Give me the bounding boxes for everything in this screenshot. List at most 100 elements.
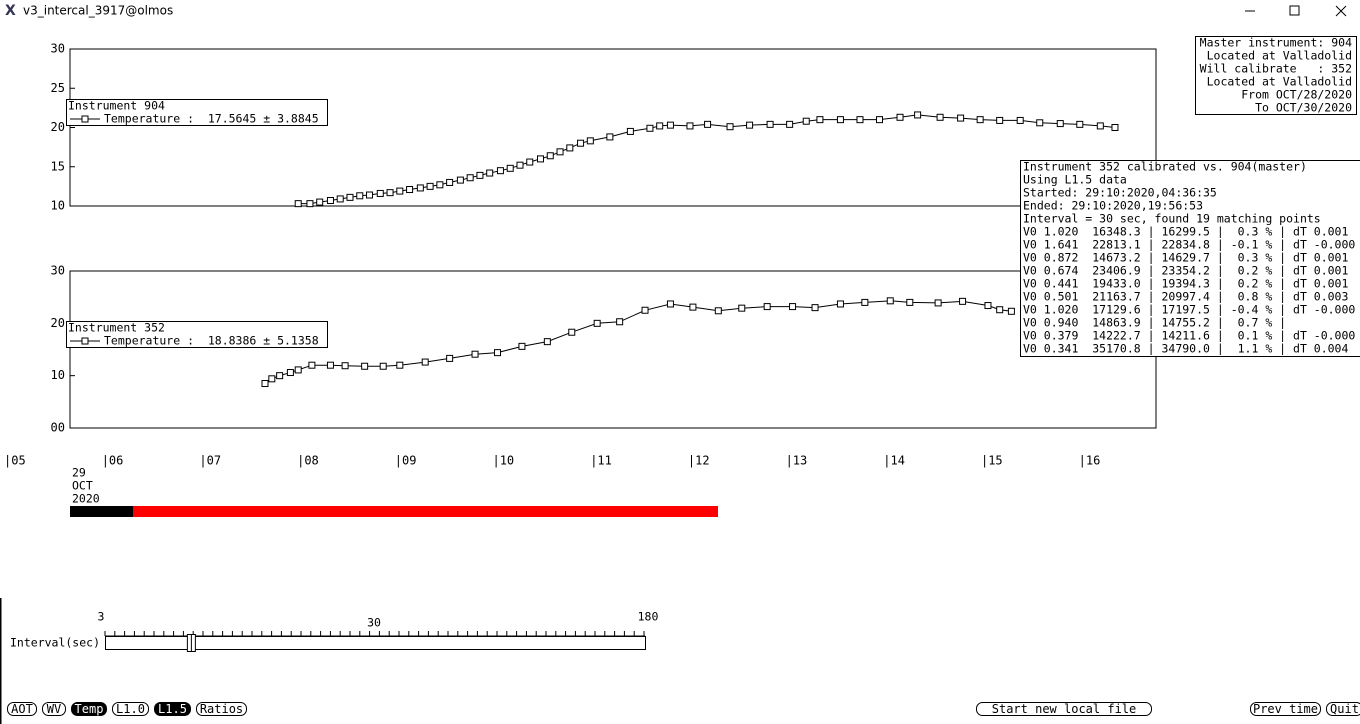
button[interactable]: L1.5 bbox=[154, 702, 191, 716]
y-tick-label: 30 bbox=[51, 264, 65, 278]
app-icon: X bbox=[5, 3, 16, 19]
data-point bbox=[518, 342, 526, 350]
data-point bbox=[426, 182, 434, 190]
window-title: v3_intercal_3917@olmos bbox=[23, 4, 173, 18]
data-line bbox=[264, 300, 1012, 384]
button[interactable]: AOT bbox=[7, 702, 37, 716]
button-label: Start new local file bbox=[992, 702, 1137, 716]
calibration-line: Using L1.5 data bbox=[1023, 173, 1127, 187]
button[interactable]: L1.0 bbox=[112, 702, 149, 716]
data-point bbox=[811, 304, 819, 312]
data-point bbox=[496, 167, 504, 175]
button[interactable]: WV bbox=[42, 702, 66, 716]
master-line: Located at Valladolid bbox=[1207, 75, 1352, 89]
calibration-line: V0 0.501 21163.7 | 20997.4 | 0.8 % | dT … bbox=[1023, 290, 1348, 304]
data-point bbox=[486, 169, 494, 177]
data-point bbox=[656, 122, 664, 130]
button[interactable]: Prev time bbox=[1250, 702, 1321, 716]
data-point bbox=[546, 152, 554, 160]
calibration-line: V0 0.341 35170.8 | 34790.0 | 1.1 % | dT … bbox=[1023, 342, 1348, 356]
time-tick-label: |15 bbox=[981, 454, 1003, 468]
data-point bbox=[276, 372, 284, 380]
data-point bbox=[836, 300, 844, 308]
data-point bbox=[494, 349, 502, 357]
data-point bbox=[294, 366, 302, 374]
time-tick-label: |11 bbox=[590, 454, 612, 468]
data-point bbox=[746, 121, 754, 129]
data-point bbox=[1016, 116, 1024, 124]
data-point bbox=[646, 124, 654, 132]
button-frame bbox=[976, 702, 1152, 716]
calibration-line: Interval = 30 sec, found 19 matching poi… bbox=[1023, 212, 1321, 226]
button[interactable]: Ratios bbox=[196, 702, 247, 716]
slider-track[interactable] bbox=[105, 636, 646, 650]
y-tick-label: 30 bbox=[51, 42, 65, 56]
data-point bbox=[1056, 120, 1064, 128]
slider-mid: 30 bbox=[367, 616, 381, 630]
button[interactable]: Temp bbox=[71, 702, 107, 716]
data-point bbox=[976, 116, 984, 124]
data-point bbox=[959, 297, 967, 305]
data-point bbox=[886, 297, 894, 305]
calibration-line: V0 0.940 14863.9 | 14755.2 | 0.7 % | bbox=[1023, 316, 1286, 330]
data-point bbox=[261, 380, 269, 388]
master-line: Located at Valladolid bbox=[1207, 49, 1352, 63]
time-tick-label: |12 bbox=[688, 454, 710, 468]
data-point bbox=[802, 117, 810, 125]
data-point bbox=[996, 306, 1004, 314]
legend-box bbox=[66, 321, 328, 348]
data-point bbox=[421, 358, 429, 366]
data-point bbox=[346, 193, 354, 201]
data-point bbox=[666, 300, 674, 308]
slider-label: Interval(sec) bbox=[10, 636, 100, 650]
data-point bbox=[896, 113, 904, 121]
data-point bbox=[366, 191, 374, 199]
data-point bbox=[934, 299, 942, 307]
data-point bbox=[326, 361, 334, 369]
data-point bbox=[593, 319, 601, 327]
data-point bbox=[506, 164, 514, 172]
time-tick-label: |08 bbox=[297, 454, 319, 468]
button-label: Quit bbox=[1330, 702, 1359, 716]
calibration-line: Ended: 29:10:2020,19:56:53 bbox=[1023, 199, 1203, 213]
button[interactable]: Quit bbox=[1326, 702, 1360, 716]
data-point bbox=[316, 198, 324, 206]
maximize[interactable] bbox=[1289, 5, 1300, 16]
legend-title: Instrument 352 bbox=[68, 321, 165, 335]
data-point bbox=[766, 120, 774, 128]
calibration-line: V0 0.872 14673.2 | 14629.7 | 0.3 % | dT … bbox=[1023, 251, 1348, 265]
y-tick-label: 10 bbox=[51, 199, 65, 213]
data-point bbox=[914, 111, 922, 119]
button-label: L1.0 bbox=[116, 702, 145, 716]
slider-max: 180 bbox=[638, 610, 659, 624]
button[interactable]: Start new local file bbox=[976, 702, 1152, 716]
data-point bbox=[361, 362, 369, 370]
data-point bbox=[356, 192, 364, 200]
data-point bbox=[537, 155, 545, 163]
time-tick-label: |07 bbox=[199, 454, 221, 468]
data-point bbox=[876, 116, 884, 124]
master-line: To OCT/30/2020 bbox=[1255, 101, 1352, 115]
data-point bbox=[379, 362, 387, 370]
data-line bbox=[298, 114, 1116, 205]
calibration-line: Started: 29:10:2020,04:36:35 bbox=[1023, 186, 1217, 200]
button-frame bbox=[7, 702, 37, 716]
close[interactable] bbox=[1335, 5, 1347, 17]
data-point bbox=[616, 318, 624, 326]
data-point bbox=[726, 123, 734, 131]
data-point bbox=[466, 174, 474, 182]
button-label: AOT bbox=[11, 702, 33, 716]
data-point bbox=[1036, 119, 1044, 127]
data-point bbox=[1096, 122, 1104, 130]
master-line: From OCT/28/2020 bbox=[1241, 88, 1352, 102]
date-label: 29 bbox=[72, 466, 86, 480]
data-point bbox=[396, 187, 404, 195]
title-bar: X v3_intercal_3917@olmos bbox=[5, 3, 1347, 19]
data-point bbox=[336, 195, 344, 203]
data-point bbox=[294, 200, 302, 208]
calibration-line: V0 1.641 22813.1 | 22834.8 | -0.1 % | dT… bbox=[1023, 238, 1355, 252]
data-point bbox=[738, 304, 746, 312]
data-point bbox=[386, 189, 394, 197]
data-point bbox=[286, 369, 294, 377]
